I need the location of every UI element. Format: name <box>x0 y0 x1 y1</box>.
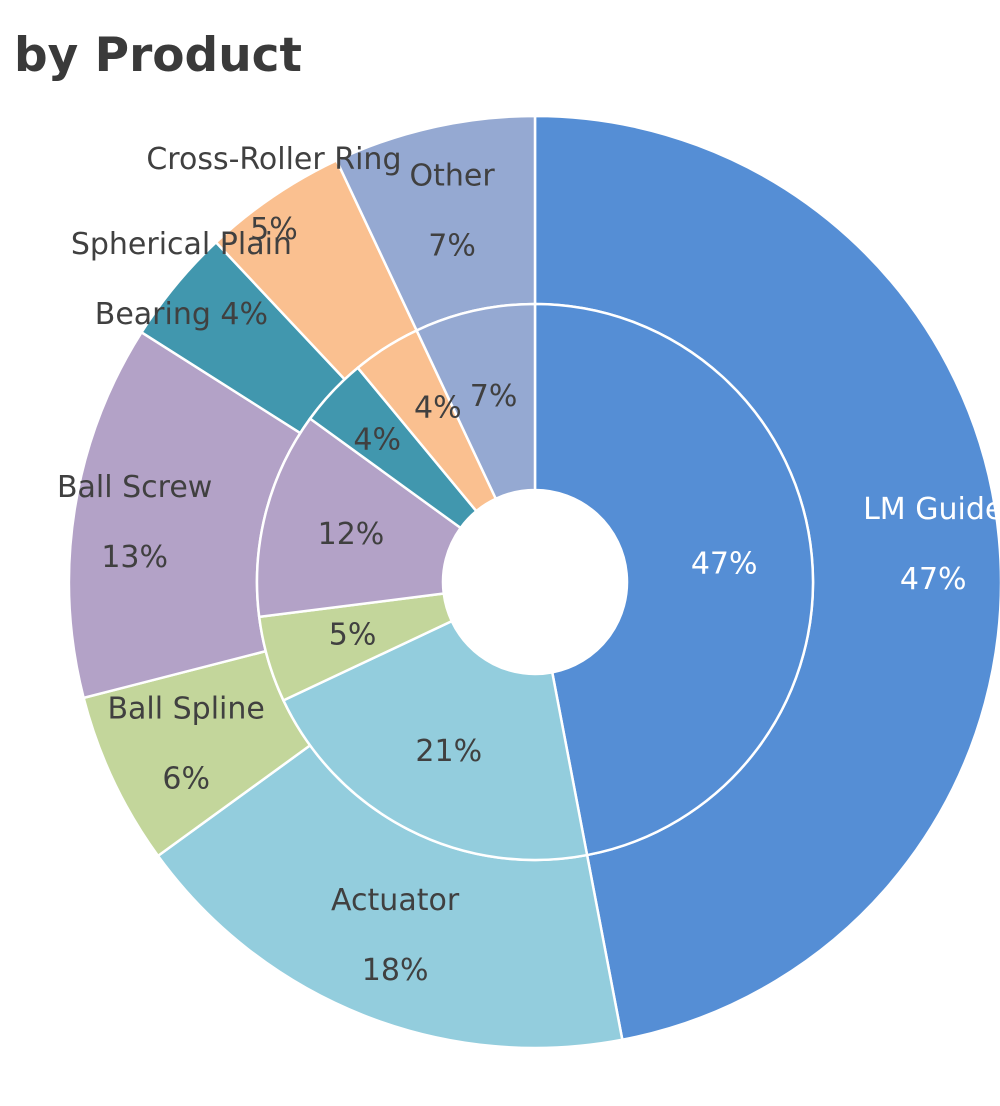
outer-label-spherical-plain-bearing-value: Bearing 4% <box>95 297 268 332</box>
inner-slice-lm-guide <box>533 302 815 857</box>
inner-label-actuator: 21% <box>415 734 482 769</box>
outer-label-other-value: 7% <box>428 229 476 264</box>
chart-labels: 47%21%5%12%4%4% 7%LM Guide47%Actuator18%B… <box>57 142 1000 988</box>
outer-label-lm-guide-name: LM Guide <box>863 492 1000 527</box>
inner-label-ball-screw: 12% <box>318 517 385 552</box>
inner-ring <box>255 302 815 862</box>
outer-label-ball-screw-name: Ball Screw <box>57 470 212 505</box>
outer-label-ball-spline-name: Ball Spline <box>107 691 264 726</box>
outer-label-actuator-name: Actuator <box>331 883 460 918</box>
inner-label-cross-roller-ring: 4% <box>414 391 462 426</box>
outer-label-spherical-plain-bearing-name: Spherical Plain <box>71 227 292 262</box>
outer-label-other-name: Other <box>410 159 496 194</box>
inner-label-ball-spline: 5% <box>329 618 377 653</box>
outer-label-cross-roller-ring-value: 5% <box>250 212 298 247</box>
chart-title: by Product <box>14 28 302 83</box>
outer-label-lm-guide-value: 47% <box>900 562 967 597</box>
inner-label-other: 7% <box>470 379 518 414</box>
outer-ring <box>67 114 1000 1050</box>
outer-label-ball-spline-value: 6% <box>162 761 210 796</box>
inner-slice-ball-screw <box>255 416 463 619</box>
outer-label-cross-roller-ring-name: Cross-Roller Ring <box>146 142 401 177</box>
inner-slice-other <box>414 302 537 501</box>
inner-label-spherical-plain-bearing: 4% <box>353 423 401 458</box>
inner-label-lm-guide: 47% <box>691 547 758 582</box>
outer-label-ball-screw-value: 13% <box>101 540 168 575</box>
inner-slice-actuator <box>281 619 589 862</box>
outer-label-actuator-value: 18% <box>362 953 429 988</box>
